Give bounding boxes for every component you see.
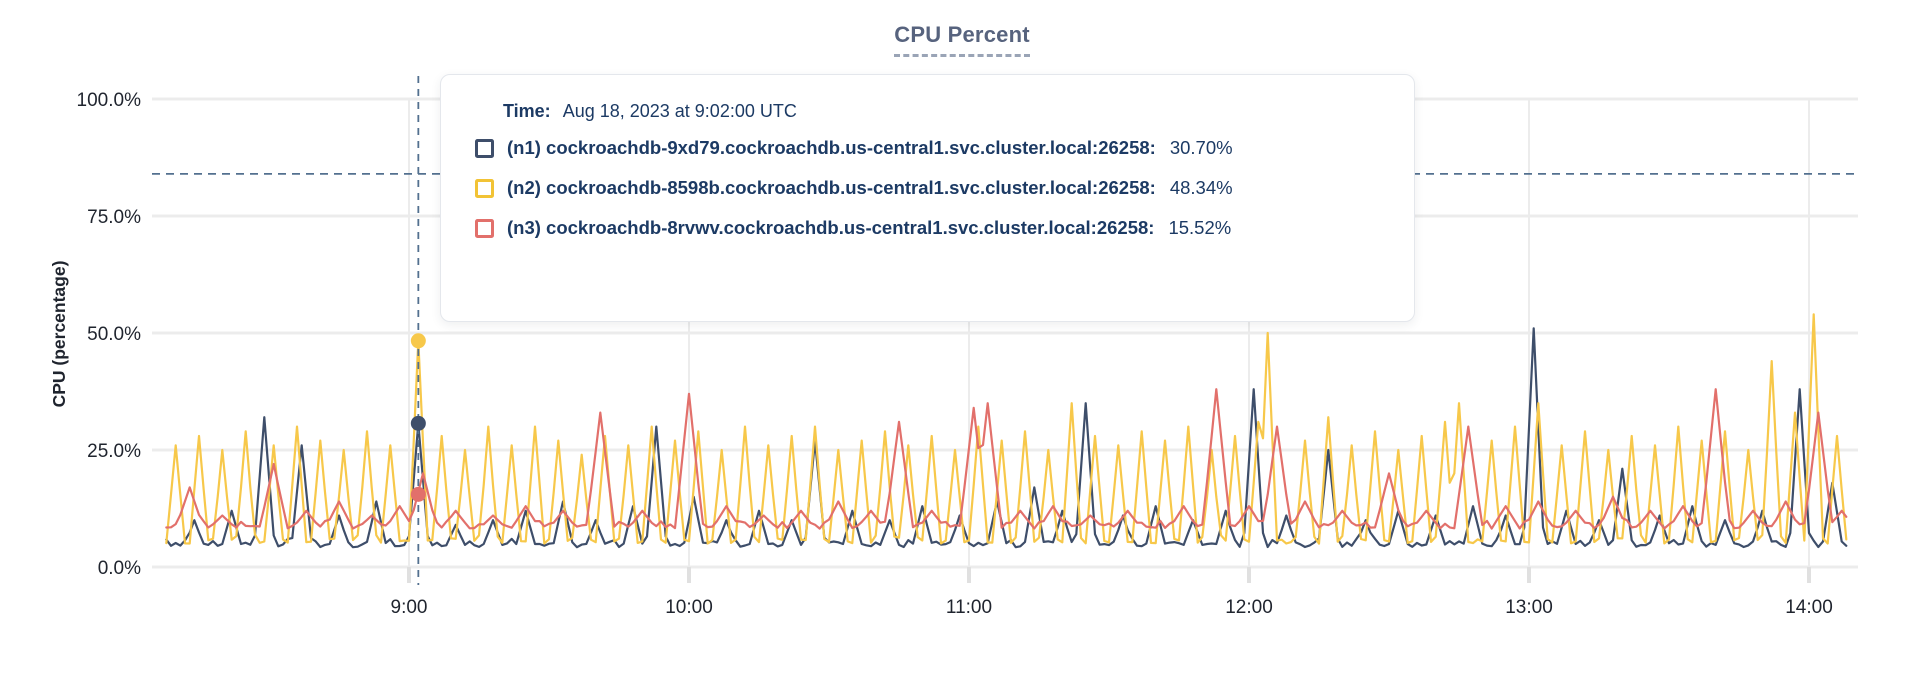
hover-dot-n2 xyxy=(410,333,426,349)
x-tick-label: 13:00 xyxy=(1505,597,1553,618)
x-tick-label: 10:00 xyxy=(665,597,713,618)
series-line-n2 xyxy=(165,313,1848,545)
y-tick-label: 100.0% xyxy=(77,90,142,111)
hover-tooltip: Time: Aug 18, 2023 at 9:02:00 UTC (n1) c… xyxy=(440,74,1415,322)
tooltip-time-label: Time: xyxy=(503,101,551,121)
series-line-n3 xyxy=(165,388,1848,530)
x-tick-label: 12:00 xyxy=(1225,597,1273,618)
hover-crosshair xyxy=(410,76,426,585)
tooltip-n1-label: (n1) cockroachdb-9xd79.cockroachdb.us-ce… xyxy=(507,137,1156,158)
chart-title-text: CPU Percent xyxy=(894,22,1030,57)
x-tick-label: 11:00 xyxy=(946,597,992,618)
y-tick-label: 25.0% xyxy=(87,441,141,462)
y-tick-label: 50.0% xyxy=(87,324,141,345)
tooltip-n3-label: (n3) cockroachdb-8rvwv.cockroachdb.us-ce… xyxy=(507,217,1155,238)
x-tick-label: 14:00 xyxy=(1785,597,1833,618)
tooltip-series-row-n1: (n1) cockroachdb-9xd79.cockroachdb.us-ce… xyxy=(475,135,1233,161)
y-axis-tick-labels: 100.0% 75.0% 50.0% 25.0% 0.0% xyxy=(77,90,142,579)
series-line-n1 xyxy=(165,327,1848,549)
series-lines xyxy=(165,313,1848,549)
vertical-gridlines xyxy=(408,99,1810,567)
n2-legend-square-icon xyxy=(475,178,494,198)
tooltip-n2-value: 48.34% xyxy=(1169,177,1233,198)
tooltip-time-value: Aug 18, 2023 at 9:02:00 UTC xyxy=(562,101,797,121)
tooltip-series-row-n3: (n3) cockroachdb-8rvwv.cockroachdb.us-ce… xyxy=(475,215,1231,241)
tooltip-time-row: Time: Aug 18, 2023 at 9:02:00 UTC xyxy=(503,101,797,122)
x-axis-tick-labels: 9:00 10:00 11:00 12:00 13:00 14:00 xyxy=(391,597,1833,618)
y-tick-label: 0.0% xyxy=(98,558,141,579)
tooltip-n2-label: (n2) cockroachdb-8598b.cockroachdb.us-ce… xyxy=(507,177,1156,198)
hover-dot-n3 xyxy=(410,486,426,502)
n3-legend-square-icon xyxy=(475,218,494,238)
tooltip-n3-value: 15.52% xyxy=(1168,217,1232,238)
y-tick-label: 75.0% xyxy=(87,207,141,228)
axis-ticks xyxy=(407,567,1811,583)
tooltip-series-row-n2: (n2) cockroachdb-8598b.cockroachdb.us-ce… xyxy=(475,175,1233,201)
tooltip-n1-value: 30.70% xyxy=(1169,137,1233,158)
chart-title: CPU Percent xyxy=(0,22,1924,57)
n1-legend-square-icon xyxy=(475,138,494,158)
x-tick-label: 9:00 xyxy=(391,597,428,618)
hover-dot-n1 xyxy=(410,415,426,431)
